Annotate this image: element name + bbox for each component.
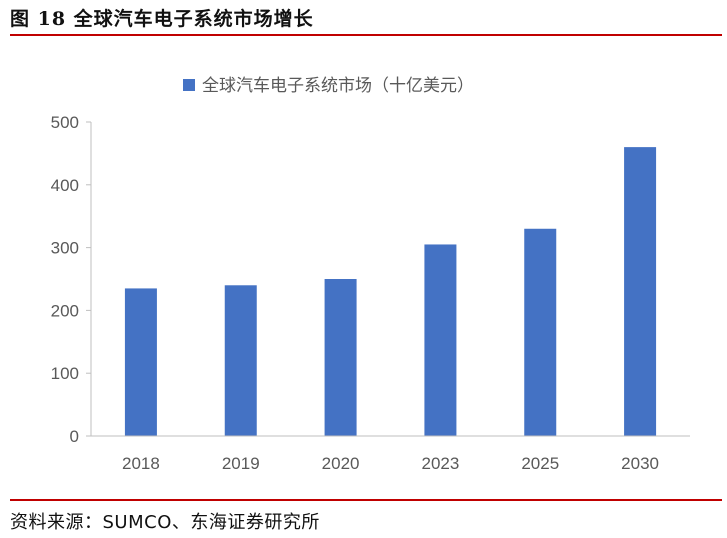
x-tick-label: 2030 — [621, 454, 659, 473]
x-tick-label: 2019 — [222, 454, 260, 473]
bars — [124, 147, 657, 436]
bar-2019 — [224, 285, 257, 436]
y-tick-label: 500 — [51, 113, 79, 132]
legend-swatch — [183, 79, 195, 91]
x-tick-label: 2020 — [322, 454, 360, 473]
y-tick-label: 200 — [51, 301, 79, 320]
y-tick-label: 100 — [51, 364, 79, 383]
source-note: 资料来源：SUMCO、东海证券研究所 — [10, 512, 320, 533]
x-tick-label: 2023 — [422, 454, 460, 473]
bar-2023 — [424, 244, 457, 436]
bar-2030 — [624, 147, 657, 436]
legend-label: 全球汽车电子系统市场（十亿美元） — [202, 76, 474, 96]
x-tick-label: 2018 — [122, 454, 160, 473]
y-tick-label: 300 — [51, 239, 79, 258]
chart-legend: 全球汽车电子系统市场（十亿美元） — [183, 76, 474, 96]
y-tick-label: 0 — [70, 427, 79, 446]
y-tick-label: 400 — [51, 176, 79, 195]
bar-2020 — [324, 279, 357, 436]
bar-2025 — [524, 228, 557, 436]
top-divider — [10, 34, 722, 36]
bar-2018 — [124, 288, 157, 436]
figure-title: 图 18 全球汽车电子系统市场增长 — [10, 8, 314, 30]
bottom-divider — [10, 499, 722, 501]
x-axis: 2018 2019 2020 2023 2025 2030 — [91, 435, 690, 473]
y-axis: 0 100 200 300 400 500 — [51, 113, 92, 446]
x-tick-label: 2025 — [521, 454, 559, 473]
